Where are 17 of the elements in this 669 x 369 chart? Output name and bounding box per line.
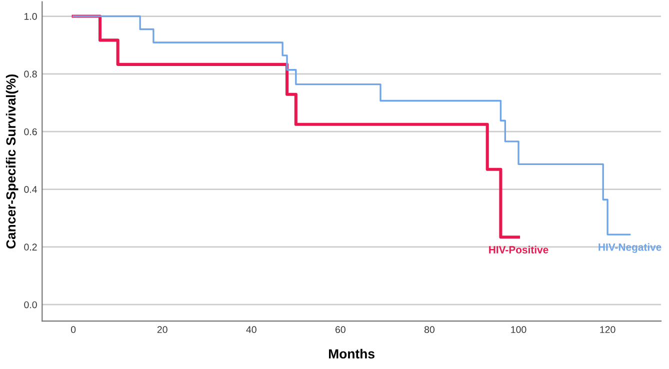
x-tick-label: 60 [336, 326, 346, 334]
y-tick-label: 0.6 [24, 128, 37, 136]
series-label: HIV-Negative [598, 243, 662, 253]
y-tick-label: 0.0 [24, 301, 37, 308]
x-tick-label: 80 [424, 326, 434, 334]
y-tick-label: 1.0 [24, 12, 37, 20]
x-tick-label: 120 [600, 326, 616, 334]
series-label: HIV-Positive [489, 246, 548, 254]
x-tick-label: 20 [157, 326, 168, 334]
y-tick-label: 0.4 [24, 186, 38, 193]
x-tick-label: 0 [70, 326, 76, 334]
x-tick-label: 40 [246, 326, 256, 334]
x-tick-label: 100 [511, 326, 526, 334]
y-tick-label: 0.8 [24, 70, 37, 78]
y-tick-label: 0.2 [24, 244, 37, 251]
x-axis-title: Months [328, 348, 374, 359]
y-axis-title: Cancer-Specific Survival(%) [6, 74, 18, 249]
